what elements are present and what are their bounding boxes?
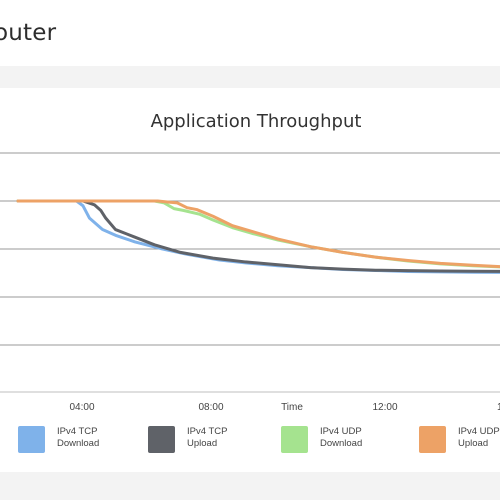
page-header: outer [0, 0, 500, 66]
legend-item-udp-download: IPv4 UDP Download [281, 426, 390, 453]
legend-item-tcp-upload: IPv4 TCP Upload [148, 426, 257, 453]
legend-item-udp-upload: IPv4 UDP Upload [419, 426, 500, 453]
x-tick-label: 04:00 [69, 402, 94, 413]
chart-panel [0, 88, 500, 472]
legend-swatch [419, 426, 446, 453]
x-tick-label: 08:00 [198, 402, 223, 413]
x-tick-label: 16 [497, 402, 500, 413]
legend-label: IPv4 UDP Upload [458, 426, 500, 449]
series-line-1 [16, 199, 500, 273]
series-lines [16, 199, 500, 274]
legend-swatch [281, 426, 308, 453]
chart-title: Application Throughput [150, 111, 362, 132]
x-tick-labels: 04:00 08:00 12:00 16 [69, 402, 500, 413]
x-tick-label: 12:00 [372, 402, 397, 413]
legend-swatch [148, 426, 175, 453]
legend-item-tcp-download: IPv4 TCP Download [18, 426, 127, 453]
page-title: outer [0, 20, 57, 46]
grid-lines [0, 152, 500, 393]
x-axis-label: Time [281, 402, 303, 413]
series-line-3 [16, 199, 500, 269]
legend-label: IPv4 TCP Upload [187, 426, 228, 449]
legend-label: IPv4 TCP Download [57, 426, 100, 449]
legend-swatch [18, 426, 45, 453]
legend-label: IPv4 UDP Download [320, 426, 363, 449]
